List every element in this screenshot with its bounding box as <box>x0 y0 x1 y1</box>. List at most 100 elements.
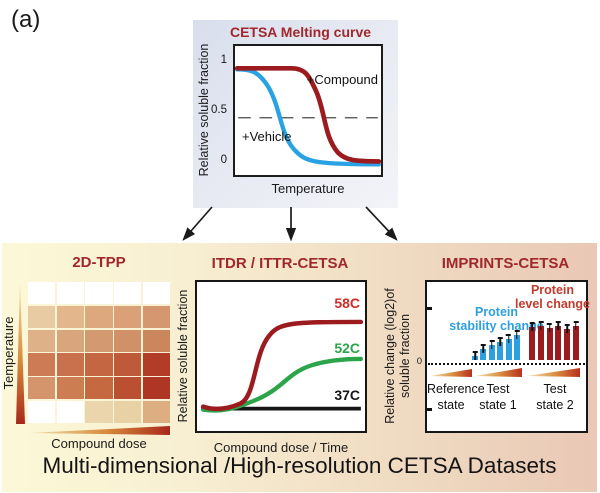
imprints-zero-tick: 0 <box>416 356 422 367</box>
heatmap-cell <box>142 400 170 423</box>
heatmap-cell <box>114 329 142 352</box>
bar <box>546 323 553 360</box>
error-bar <box>557 321 560 330</box>
bar <box>572 321 579 360</box>
error-bar <box>531 322 533 331</box>
arrow-left <box>182 206 213 241</box>
heatmap-cell <box>56 282 84 305</box>
heatmap-cell <box>28 305 56 328</box>
group-test2-line2: state 2 <box>536 398 574 412</box>
imprints-upper-tick <box>427 307 432 310</box>
bar <box>480 344 487 360</box>
melting-ytick-1: 1 <box>220 54 227 66</box>
heatmap-cell <box>56 329 84 352</box>
itdr-label-58c: 58C <box>334 295 360 311</box>
error-bar <box>507 334 510 343</box>
imprints-y-axis-label: Relative change (log2)of soluble fractio… <box>383 276 413 436</box>
test-state2-wedge <box>527 368 580 377</box>
imprints-plot-area: Protein level change Protein stability c… <box>425 280 590 433</box>
error-bar <box>499 337 501 346</box>
heatmap-cell <box>56 377 84 400</box>
bar <box>537 321 544 360</box>
error-bar <box>491 340 493 349</box>
imprints-y-axis-label-line1: Relative change (log2)of <box>383 288 397 424</box>
heatmap-cell <box>85 353 113 376</box>
heatmap-cell <box>114 282 142 305</box>
itdr-curve-58c <box>200 319 364 412</box>
bar <box>497 337 504 360</box>
compound-curve <box>235 65 381 164</box>
itdr-y-axis-label: Relative soluble fraction <box>176 289 190 423</box>
heatmap-cell <box>142 353 170 376</box>
itdr-curves-svg <box>200 319 364 413</box>
heatmap-cell <box>28 282 56 305</box>
melting-plot-area: +Compound +Vehicle <box>233 44 383 177</box>
error-bar <box>540 321 542 330</box>
temperature-gradient-wedge <box>16 282 25 424</box>
imprints-lower-tick <box>427 408 432 411</box>
state-gradient-wedges <box>430 368 580 377</box>
vehicle-curve-label: +Vehicle <box>242 129 292 144</box>
heatmap-cell <box>114 400 142 423</box>
heatmap-cell <box>28 400 56 423</box>
heatmap-cell <box>114 353 142 376</box>
itdr-label-37c: 37C <box>334 387 360 403</box>
imprints-red-bars <box>529 321 579 360</box>
heatmap-cell <box>142 282 170 305</box>
imprints-title: IMPRINTS-CETSA <box>441 255 570 272</box>
compound-curve-label: +Compound <box>306 72 378 87</box>
bar <box>505 334 512 360</box>
error-bar <box>575 321 577 330</box>
imprints-blue-bars <box>472 330 520 360</box>
figure-caption: Multi-dimensional /High-resolution CETSA… <box>42 453 557 478</box>
error-bar <box>482 344 485 353</box>
tpp-title: 2D-TPP <box>72 254 126 271</box>
heatmap-cell <box>142 329 170 352</box>
arrow-right <box>365 206 398 241</box>
group-reference-line1: Reference <box>427 382 485 396</box>
melting-curve-title: CETSA Melting curve <box>229 24 372 40</box>
heatmap-cell <box>142 305 170 328</box>
heatmap-cell <box>28 377 56 400</box>
reference-state-wedge <box>430 369 472 377</box>
heatmap-cell <box>85 377 113 400</box>
bar <box>529 322 535 360</box>
itdr-x-axis-label: Compound dose / Time <box>213 440 349 455</box>
itdr-title: ITDR / ITTR-CETSA <box>211 255 349 272</box>
dose-gradient-wedge <box>28 426 170 435</box>
test-state1-wedge <box>475 368 522 377</box>
protein-stability-change-line1: Protein <box>474 305 519 319</box>
protein-stability-change-label: Protein stability change <box>449 305 544 333</box>
zero-baseline-dotted <box>428 363 585 365</box>
heatmap-cell <box>85 400 113 423</box>
bar <box>564 324 571 360</box>
error-bar <box>516 330 518 339</box>
heatmap-cell <box>56 353 84 376</box>
heatmap-cell <box>142 377 170 400</box>
group-test1-line2: state 1 <box>479 398 517 412</box>
tpp-x-axis-label: Compound dose <box>51 436 147 451</box>
tpp-heatmap <box>28 282 170 423</box>
group-test2-line1: Test <box>543 382 567 396</box>
bar <box>472 351 478 360</box>
bar <box>488 340 495 360</box>
bar <box>555 321 562 360</box>
group-label-test1: Test state 1 <box>471 381 525 413</box>
heatmap-cell <box>28 353 56 376</box>
group-test1-line1: Test <box>486 382 510 396</box>
melting-curves-svg <box>235 65 381 167</box>
error-bar <box>474 351 476 360</box>
melting-x-axis-label: Temperature <box>271 181 345 196</box>
heatmap-cell <box>114 305 142 328</box>
melting-curve-panel: CETSA Melting curve Relative soluble fra… <box>193 20 398 208</box>
melting-ytick-0: 0 <box>220 154 227 166</box>
vehicle-curve <box>235 67 381 167</box>
heatmap-cell <box>114 377 142 400</box>
heatmap-cell <box>85 282 113 305</box>
protein-stability-change-line2: stability change <box>449 318 544 333</box>
error-bar <box>548 323 551 332</box>
datasets-panel: 2D-TPP Temperature Compound dose ITDR / … <box>1 243 597 492</box>
error-bar <box>566 324 568 333</box>
bar <box>513 330 520 360</box>
